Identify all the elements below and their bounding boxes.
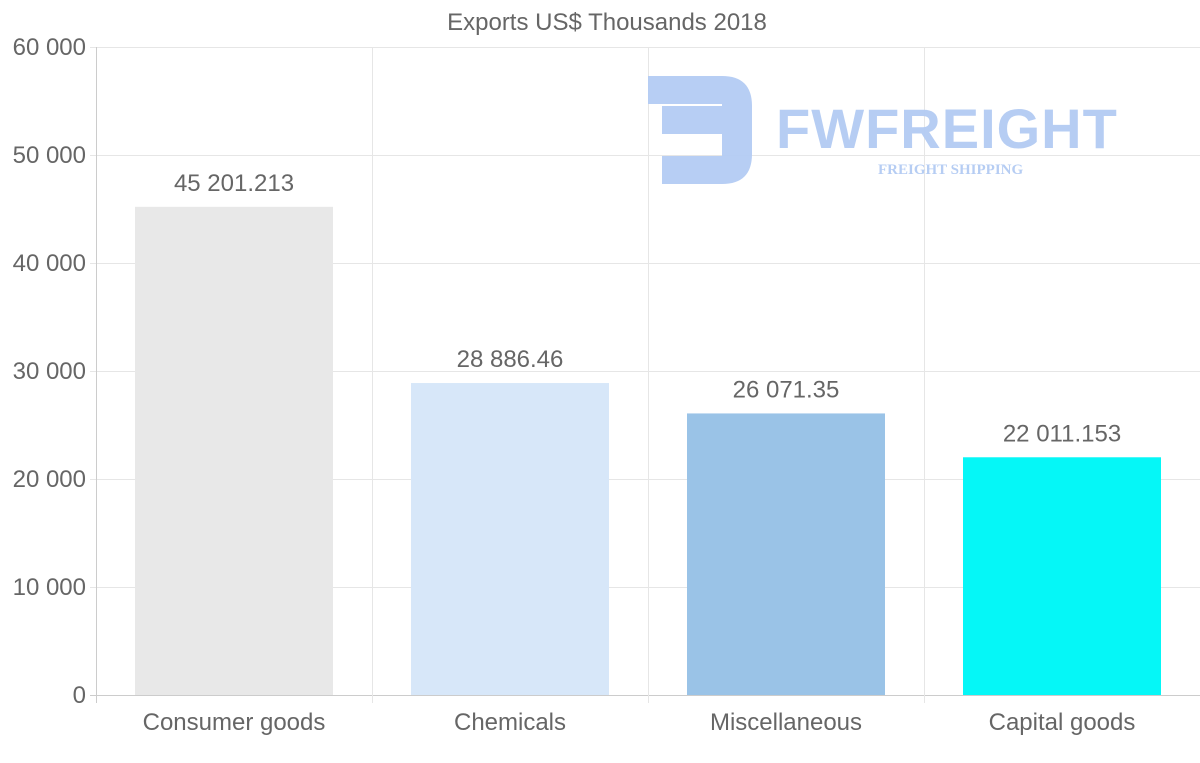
- data-label: 28 886.46: [457, 346, 564, 373]
- bars: [135, 206, 1161, 695]
- bar-miscellaneous: [687, 413, 885, 695]
- data-label: 26 071.35: [733, 376, 840, 403]
- y-tick-label: 10 000: [13, 574, 86, 601]
- chart-title: Exports US$ Thousands 2018: [447, 9, 767, 36]
- x-category-label: Capital goods: [989, 709, 1136, 736]
- x-category-label: Consumer goods: [143, 709, 326, 736]
- data-label: 22 011.153: [1003, 420, 1121, 447]
- y-tick-label: 20 000: [13, 466, 86, 493]
- y-axis-ticks: 0 10 000 20 000 30 000 40 000 50 000 60 000: [13, 34, 86, 709]
- watermark-tagline: FREIGHT SHIPPING: [878, 162, 1023, 178]
- data-label: 45 201.213: [174, 170, 294, 197]
- x-axis-categories: Consumer goods Chemicals Miscellaneous Capi…: [143, 709, 1136, 736]
- x-category-label: Miscellaneous: [710, 709, 862, 736]
- y-tick-label: 50 000: [13, 142, 86, 169]
- y-tick-label: 40 000: [13, 250, 86, 277]
- y-tick-label: 30 000: [13, 358, 86, 385]
- y-tick-label: 0: [73, 682, 86, 709]
- x-category-label: Chemicals: [454, 709, 566, 736]
- watermark-logo-icon: [648, 76, 752, 184]
- watermark-logo: FWFREIGHT FREIGHT SHIPPING: [648, 76, 1118, 184]
- y-tick-label: 60 000: [13, 34, 86, 61]
- bar-capital-goods: [963, 457, 1161, 695]
- bar-chemicals: [411, 383, 609, 695]
- data-labels: 45 201.213 28 886.46 26 071.35 22 011.153: [174, 170, 1121, 447]
- watermark-brand: FWFREIGHT: [776, 97, 1118, 160]
- bar-consumer-goods: [135, 206, 333, 695]
